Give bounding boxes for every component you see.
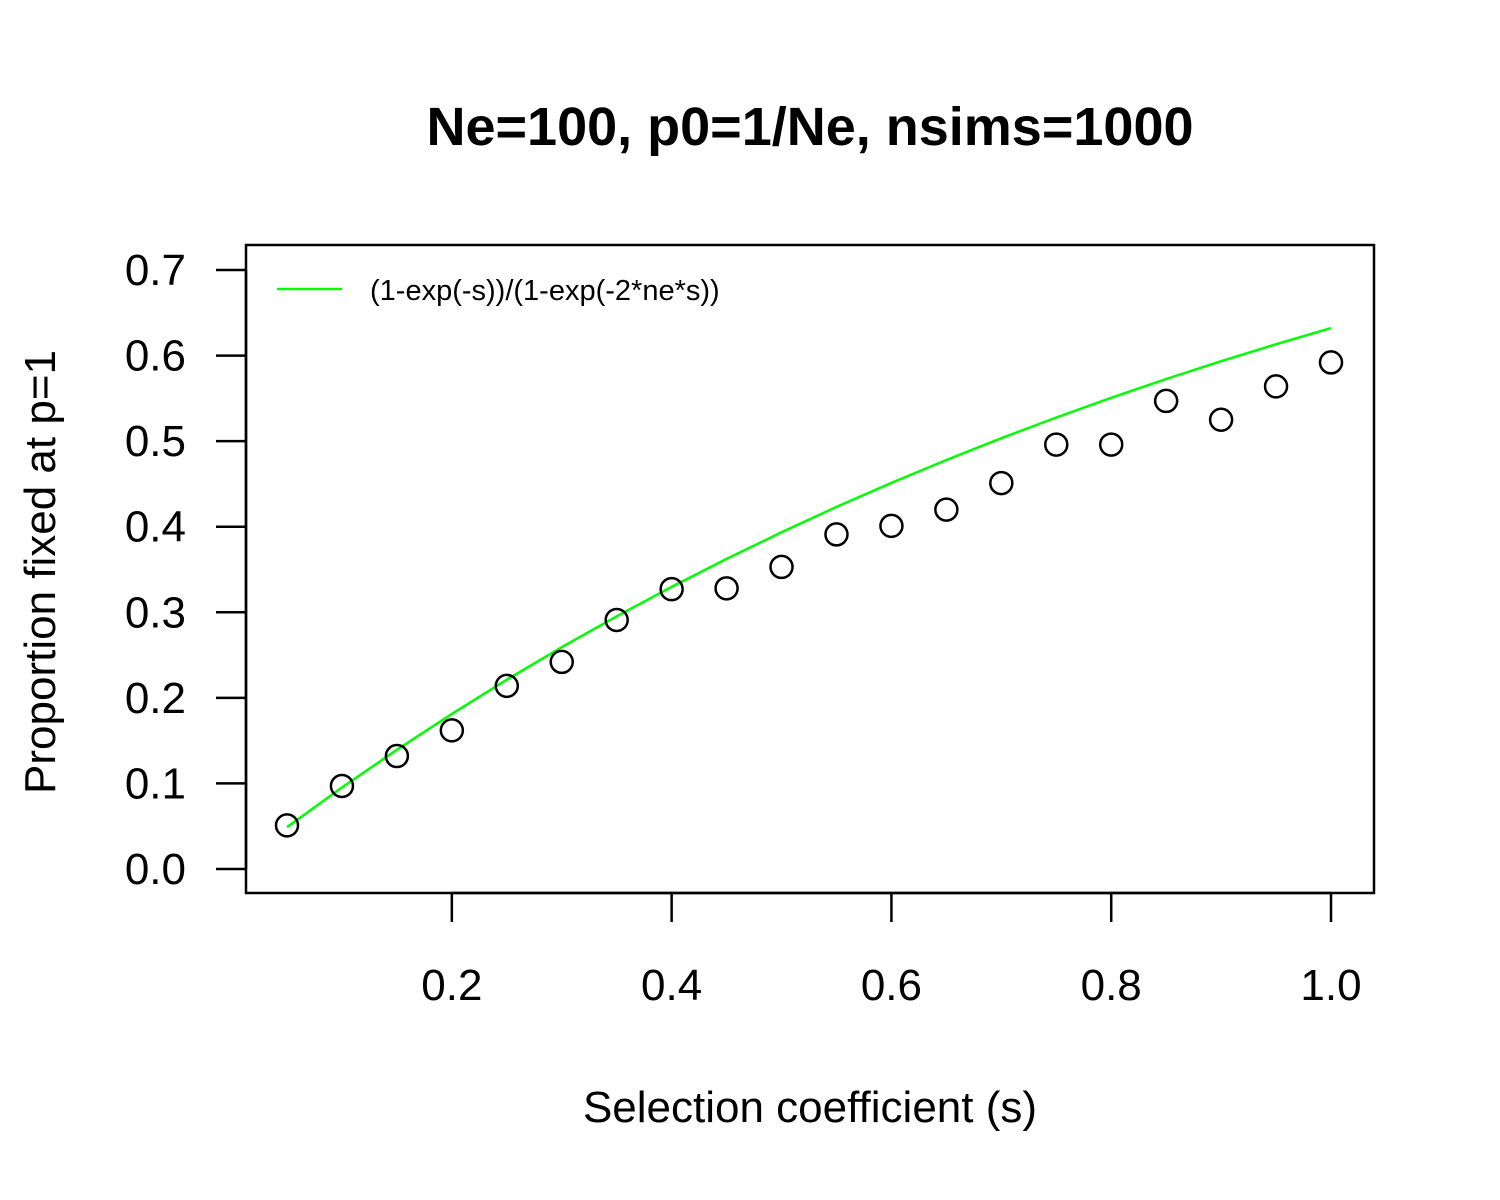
y-tick-label: 0.0 — [125, 845, 186, 894]
y-tick-label: 0.1 — [125, 759, 186, 808]
data-point — [1098, 432, 1124, 457]
x-tick-label: 1.0 — [1300, 961, 1361, 1010]
chart-title: Ne=100, p0=1/Ne, nsims=1000 — [426, 97, 1193, 157]
data-point — [659, 576, 684, 602]
y-tick-label: 0.5 — [125, 417, 186, 466]
y-tick-label: 0.3 — [125, 588, 186, 637]
data-point — [329, 773, 355, 799]
y-tick-label: 0.6 — [125, 332, 186, 381]
data-point — [769, 554, 794, 580]
data-point — [989, 470, 1014, 496]
x-axis-label: Selection coefficient (s) — [583, 1083, 1037, 1132]
data-point — [879, 513, 904, 539]
data-point — [494, 673, 520, 699]
theory-line-series — [286, 326, 1332, 829]
data-point — [824, 522, 849, 547]
data-point — [1153, 388, 1179, 414]
x-tick-label: 0.2 — [421, 961, 482, 1010]
y-tick-label: 0.7 — [125, 246, 186, 295]
x-tick-label: 0.6 — [861, 961, 922, 1010]
x-tick-label: 0.4 — [641, 961, 702, 1010]
data-point — [934, 497, 959, 522]
data-point — [1208, 407, 1234, 432]
simulation-points-series — [274, 350, 1344, 838]
data-point — [439, 718, 465, 743]
data-point — [1263, 374, 1289, 399]
y-tick-label: 0.2 — [125, 674, 186, 723]
legend-label: (1-exp(-s))/(1-exp(-2*ne*s)) — [370, 275, 720, 307]
y-tick-label: 0.4 — [125, 503, 186, 552]
x-tick-label: 0.8 — [1081, 961, 1142, 1010]
plot-area-frame — [244, 243, 1376, 895]
data-point — [604, 607, 629, 633]
legend: (1-exp(-s))/(1-exp(-2*ne*s)) — [277, 275, 720, 307]
y-axis: 0.0 0.1 0.2 0.3 0.4 0.5 0.6 0.7 — [125, 246, 248, 894]
data-point — [384, 743, 410, 769]
data-point — [274, 813, 300, 838]
data-point — [714, 576, 739, 601]
x-axis: 0.2 0.4 0.6 0.8 1.0 — [421, 891, 1362, 1010]
theory-curve — [286, 326, 1332, 829]
data-point — [1318, 350, 1344, 375]
data-point — [1044, 432, 1069, 457]
data-point — [549, 649, 574, 675]
y-axis-label: Proportion fixed at p=1 — [16, 350, 65, 794]
